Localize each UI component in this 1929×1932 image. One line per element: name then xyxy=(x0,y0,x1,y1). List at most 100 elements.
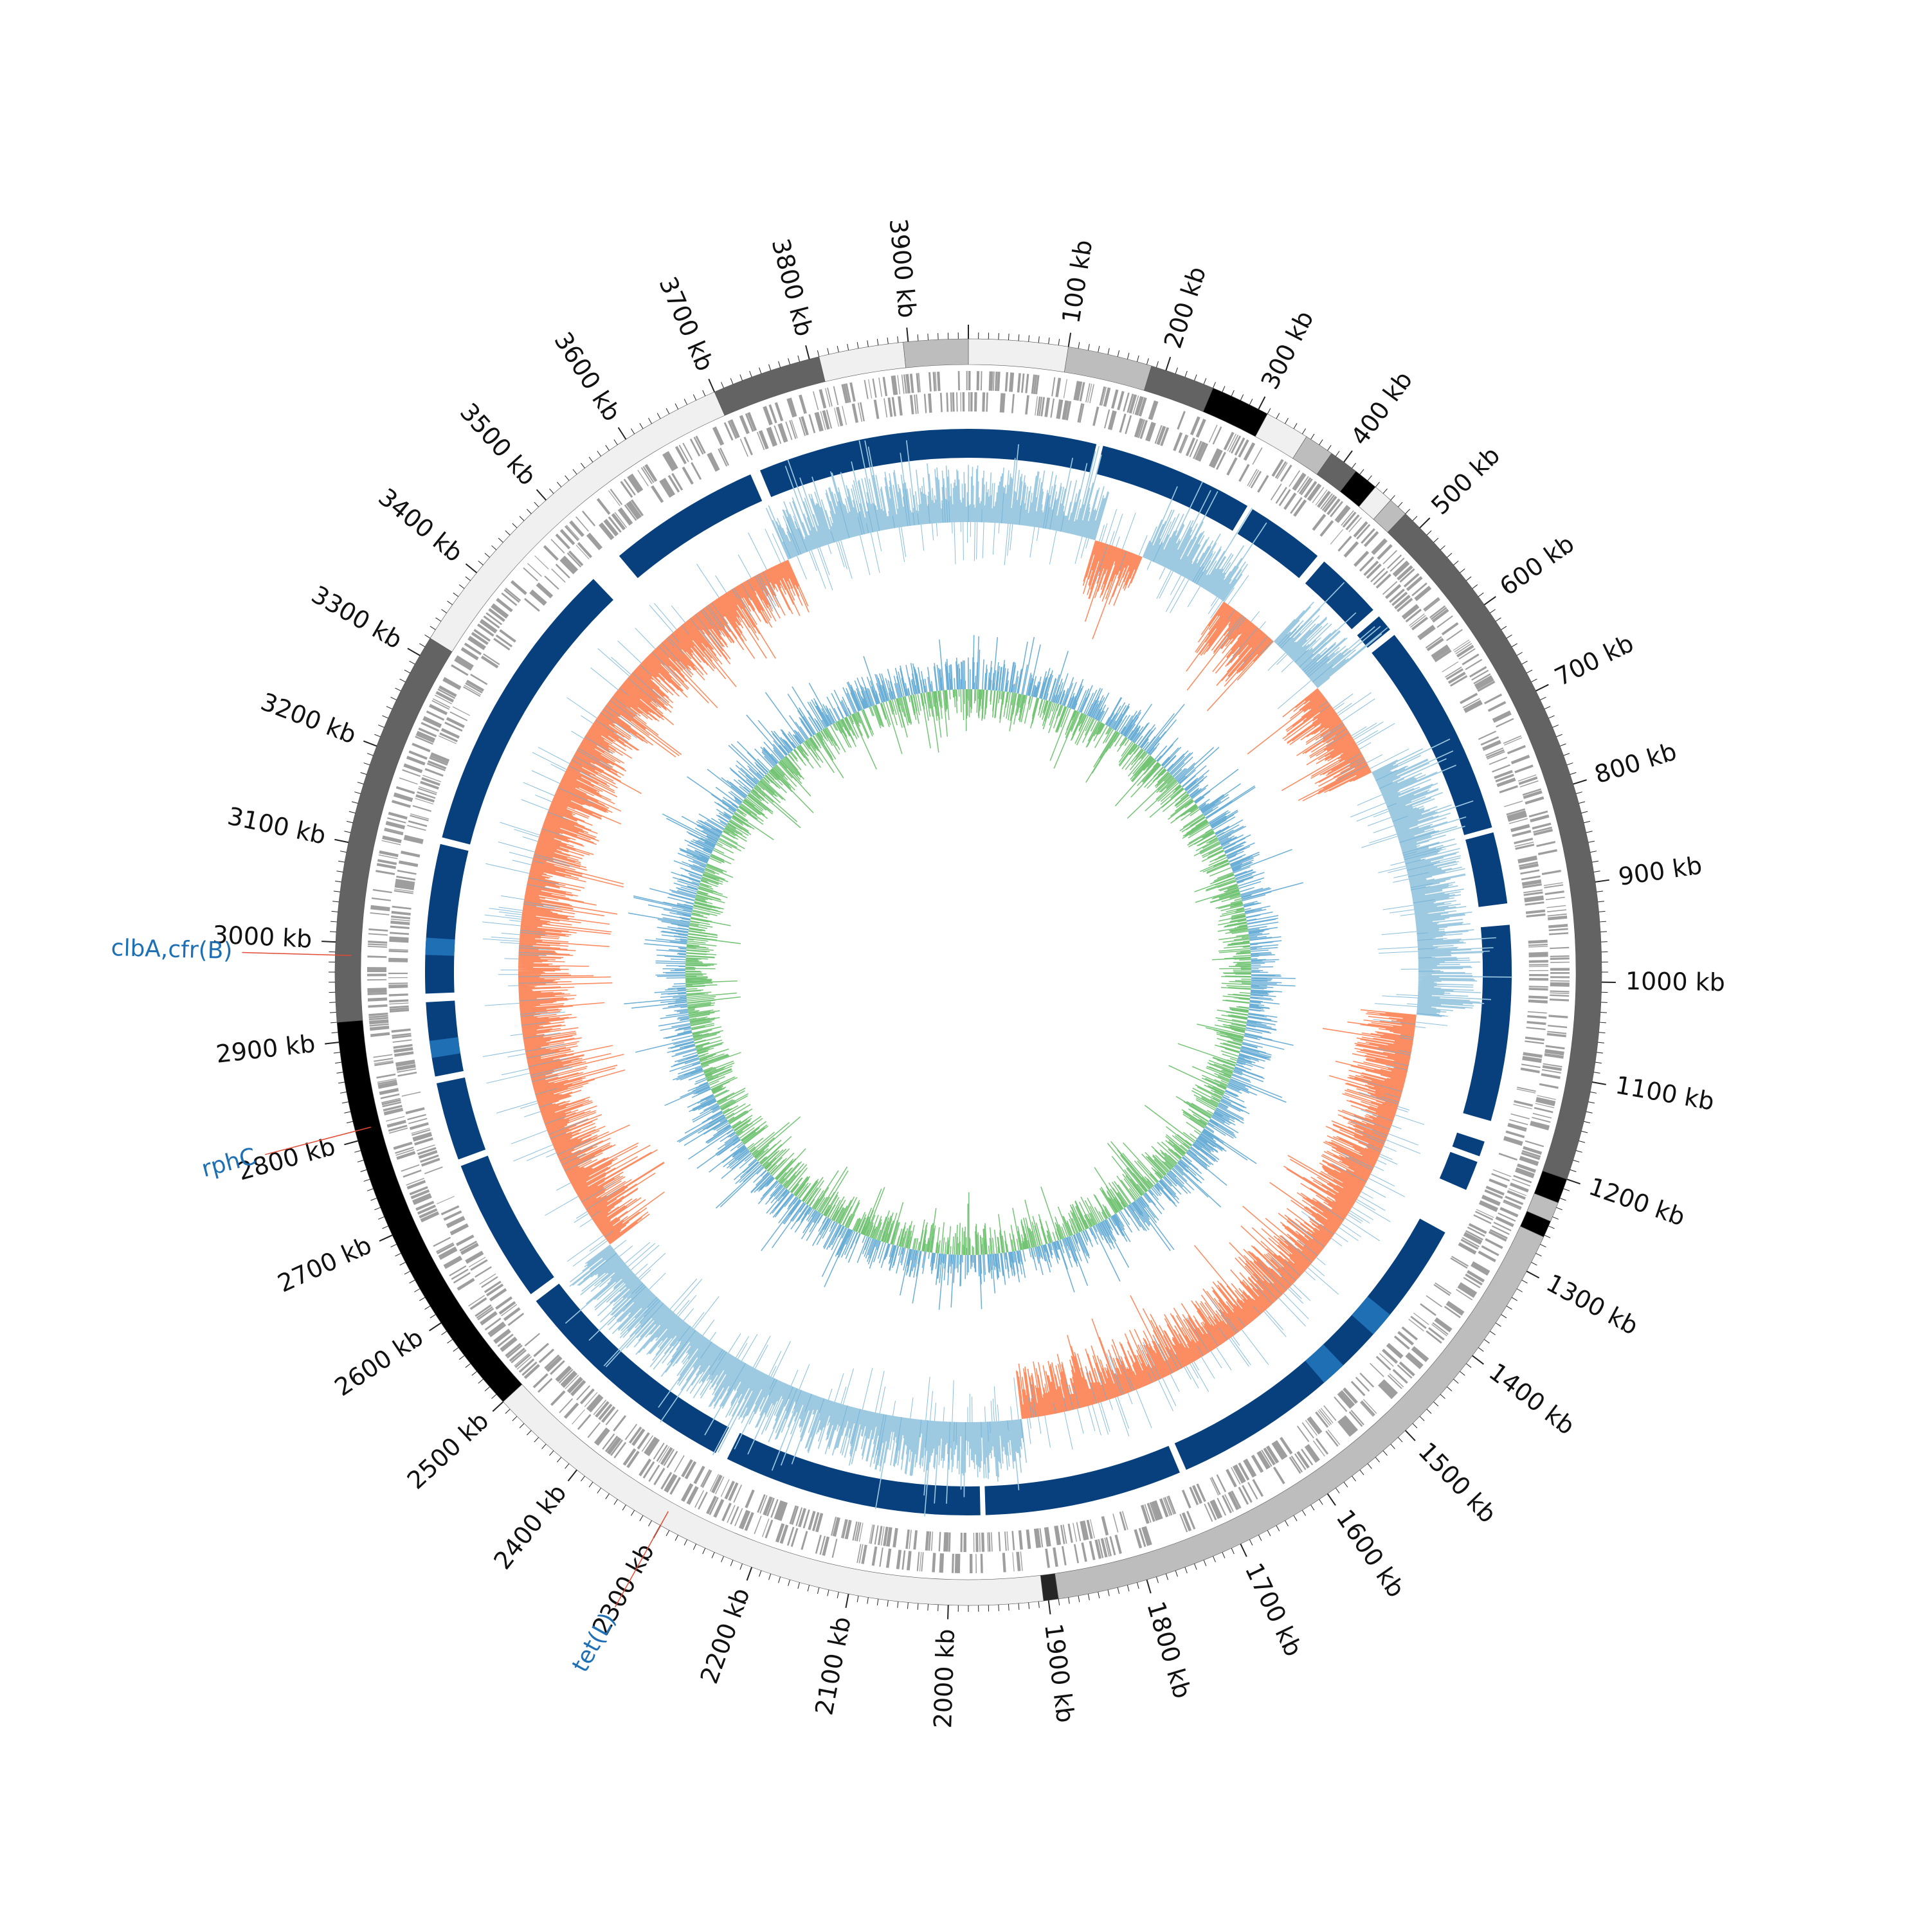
minor-tick xyxy=(478,1379,484,1383)
minor-tick xyxy=(712,1552,714,1558)
gc-skew-outer xyxy=(624,635,1303,1310)
tick-label: 800 kb xyxy=(1591,737,1680,789)
minor-tick xyxy=(1249,399,1252,404)
minor-tick xyxy=(750,371,752,377)
minor-tick xyxy=(386,707,392,709)
minor-tick xyxy=(354,1151,361,1153)
minor-tick xyxy=(1319,1499,1323,1504)
minor-tick xyxy=(330,1012,336,1013)
minor-tick xyxy=(520,516,524,521)
minor-tick xyxy=(1195,375,1197,381)
tick-label: 2000 kb xyxy=(928,1629,960,1729)
tick-label: 2700 kb xyxy=(273,1231,376,1297)
tick-label: 3800 kb xyxy=(766,236,819,339)
minor-tick xyxy=(485,1387,490,1391)
tick-label: 200 kb xyxy=(1159,263,1212,352)
minor-tick xyxy=(1496,1323,1501,1327)
minor-tick xyxy=(614,1499,618,1504)
minor-tick xyxy=(331,1022,337,1023)
tick-label: 1500 kb xyxy=(1413,1437,1502,1528)
minor-tick xyxy=(1586,1112,1593,1113)
minor-tick xyxy=(1311,434,1314,439)
minor-tick xyxy=(1328,445,1332,450)
minor-tick xyxy=(549,1450,554,1456)
minor-tick xyxy=(419,644,425,647)
minor-tick xyxy=(837,1592,838,1598)
minor-tick xyxy=(1564,754,1570,755)
minor-tick xyxy=(344,831,350,833)
minor-tick xyxy=(675,1535,678,1541)
tick-label: 1200 kb xyxy=(1585,1172,1689,1231)
minor-tick xyxy=(364,1179,370,1181)
minor-tick xyxy=(1352,1476,1356,1481)
minor-tick xyxy=(453,593,458,597)
tick-label: 900 kb xyxy=(1617,851,1704,891)
minor-tick xyxy=(404,1271,410,1274)
minor-tick xyxy=(505,1409,510,1414)
minor-tick xyxy=(1195,1564,1197,1569)
minor-tick xyxy=(1512,1297,1517,1301)
minor-tick xyxy=(1570,1169,1577,1171)
major-tick xyxy=(325,1042,339,1043)
minor-tick xyxy=(512,1416,517,1421)
minor-tick xyxy=(1368,1464,1372,1469)
minor-tick xyxy=(1008,334,1009,340)
minor-tick xyxy=(459,1356,464,1360)
tick-label: 1000 kb xyxy=(1626,967,1726,997)
minor-tick xyxy=(1512,644,1517,647)
minor-tick xyxy=(1420,1416,1424,1421)
major-tick xyxy=(846,1594,848,1608)
major-tick xyxy=(1406,1431,1415,1441)
minor-tick xyxy=(1588,1102,1595,1103)
minor-tick xyxy=(1058,1599,1059,1605)
minor-tick xyxy=(721,1557,724,1562)
minor-tick xyxy=(1276,413,1280,419)
minor-tick xyxy=(1302,1510,1305,1515)
minor-tick xyxy=(1556,734,1562,737)
minor-tick xyxy=(1590,1092,1597,1093)
minor-tick xyxy=(1556,1207,1562,1210)
minor-tick xyxy=(640,423,643,429)
minor-tick xyxy=(1532,1262,1537,1265)
blast-hit-block xyxy=(968,429,1096,473)
minor-tick xyxy=(410,1280,415,1283)
minor-tick xyxy=(666,1530,669,1536)
minor-tick xyxy=(441,609,446,613)
minor-tick xyxy=(1544,1235,1550,1238)
minor-tick xyxy=(684,399,687,404)
minor-tick xyxy=(453,1348,458,1351)
minor-tick xyxy=(1434,538,1438,543)
minor-tick xyxy=(1570,773,1577,775)
minor-tick xyxy=(1579,1141,1585,1142)
minor-tick xyxy=(703,1548,705,1554)
minor-tick xyxy=(1581,1131,1588,1133)
minor-tick xyxy=(693,395,696,401)
minor-tick xyxy=(542,1444,547,1449)
contig-segment xyxy=(968,339,1069,372)
minor-tick xyxy=(1175,1571,1177,1576)
tick-label: 1900 kb xyxy=(1039,1622,1080,1724)
major-tick xyxy=(1567,1179,1580,1184)
minor-tick xyxy=(1383,1450,1388,1456)
minor-tick xyxy=(1597,1052,1603,1053)
minor-tick xyxy=(1576,792,1582,794)
minor-tick xyxy=(703,390,705,396)
minor-tick xyxy=(430,1315,435,1318)
minor-tick xyxy=(347,1121,353,1123)
minor-tick xyxy=(798,1582,800,1589)
minor-tick xyxy=(1434,1402,1438,1406)
tick-label: 1600 kb xyxy=(1330,1504,1410,1603)
minor-tick xyxy=(1098,1592,1100,1598)
minor-tick xyxy=(1285,418,1289,424)
minor-tick xyxy=(606,445,610,450)
minor-tick xyxy=(332,911,338,912)
minor-tick xyxy=(1427,530,1431,535)
minor-tick xyxy=(1391,495,1395,500)
minor-tick xyxy=(1156,1577,1158,1584)
minor-tick xyxy=(1553,725,1559,728)
major-tick xyxy=(1536,685,1549,691)
minor-tick xyxy=(1058,339,1059,345)
minor-tick xyxy=(1507,635,1512,638)
minor-tick xyxy=(1204,1560,1206,1566)
